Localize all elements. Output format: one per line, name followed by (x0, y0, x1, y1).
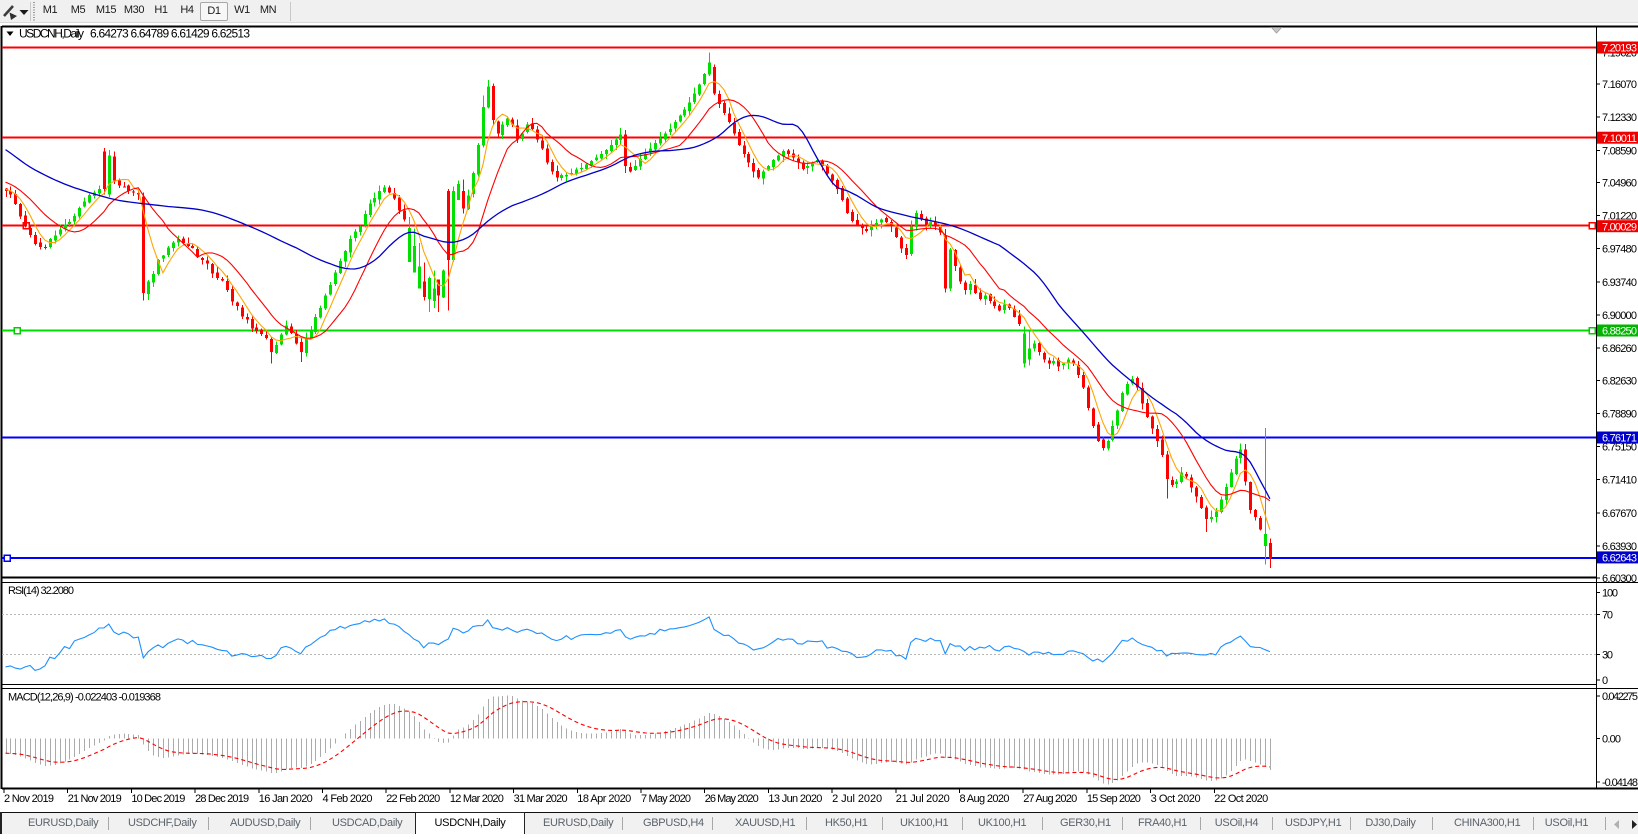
svg-text:10 Dec 2019: 10 Dec 2019 (131, 793, 185, 805)
svg-text:7.08590: 7.08590 (1602, 145, 1637, 157)
svg-text:0.042275: 0.042275 (1602, 691, 1638, 703)
svg-text:16 Jan 2020: 16 Jan 2020 (259, 793, 313, 805)
svg-text:2 Nov 2019: 2 Nov 2019 (4, 793, 54, 805)
svg-text:6.60300: 6.60300 (1602, 573, 1637, 585)
svg-text:7.01220: 7.01220 (1602, 211, 1637, 223)
svg-text:12 Mar 2020: 12 Mar 2020 (450, 793, 504, 805)
svg-text:31 Mar 2020: 31 Mar 2020 (514, 793, 568, 805)
svg-text:6.88250: 6.88250 (1602, 326, 1637, 338)
svg-text:6.64273 6.64789 6.61429 6.6251: 6.64273 6.64789 6.61429 6.62513 (90, 27, 250, 41)
svg-text:RSI(14) 32.2080: RSI(14) 32.2080 (8, 585, 74, 597)
svg-text:15 Sep 2020: 15 Sep 2020 (1087, 793, 1141, 805)
svg-text:100: 100 (1602, 588, 1618, 600)
svg-text:0: 0 (1602, 675, 1608, 687)
svg-text:6.82630: 6.82630 (1602, 375, 1637, 387)
svg-text:6.90000: 6.90000 (1602, 310, 1637, 322)
svg-text:7.12330: 7.12330 (1602, 112, 1637, 124)
svg-text:22 Feb 2020: 22 Feb 2020 (386, 793, 440, 805)
svg-text:6.63930: 6.63930 (1602, 541, 1637, 553)
svg-text:7.16070: 7.16070 (1602, 79, 1637, 91)
svg-text:MACD(12,26,9) -0.022403 -0.019: MACD(12,26,9) -0.022403 -0.019368 (8, 692, 161, 704)
svg-text:4 Feb 2020: 4 Feb 2020 (323, 793, 373, 805)
svg-text:6.76171: 6.76171 (1602, 433, 1637, 445)
svg-text:3 Oct 2020: 3 Oct 2020 (1151, 793, 1201, 805)
svg-text:22 Oct 2020: 22 Oct 2020 (1214, 793, 1268, 805)
svg-text:13 Jun 2020: 13 Jun 2020 (768, 793, 822, 805)
svg-text:28 Dec 2019: 28 Dec 2019 (195, 793, 249, 805)
svg-text:6.86260: 6.86260 (1602, 343, 1637, 355)
svg-text:6.71410: 6.71410 (1602, 475, 1637, 487)
svg-text:6.78890: 6.78890 (1602, 408, 1637, 420)
svg-text:6.62643: 6.62643 (1602, 553, 1637, 565)
svg-text:21 Nov 2019: 21 Nov 2019 (68, 793, 122, 805)
svg-text:7.20193: 7.20193 (1602, 43, 1637, 55)
svg-text:6.75150: 6.75150 (1602, 442, 1637, 454)
svg-text:7.00029: 7.00029 (1602, 221, 1637, 233)
svg-text:2 Jul 2020: 2 Jul 2020 (832, 793, 882, 805)
svg-text:6.67670: 6.67670 (1602, 508, 1637, 520)
svg-text:21 Jul 2020: 21 Jul 2020 (896, 793, 950, 805)
svg-text:USDCNH,Daily: USDCNH,Daily (19, 27, 84, 41)
svg-text:26 May 2020: 26 May 2020 (705, 793, 759, 805)
svg-text:8 Aug 2020: 8 Aug 2020 (960, 793, 1010, 805)
svg-text:6.97480: 6.97480 (1602, 244, 1637, 256)
svg-text:27 Aug 2020: 27 Aug 2020 (1023, 793, 1077, 805)
svg-text:6.93740: 6.93740 (1602, 277, 1637, 289)
svg-text:7.10011: 7.10011 (1602, 133, 1637, 145)
svg-text:70: 70 (1602, 610, 1613, 622)
svg-text:30: 30 (1602, 650, 1613, 662)
svg-text:18 Apr 2020: 18 Apr 2020 (577, 793, 631, 805)
svg-text:-0.04148: -0.04148 (1602, 777, 1638, 789)
svg-text:7.04960: 7.04960 (1602, 178, 1637, 190)
svg-text:7 May 2020: 7 May 2020 (641, 793, 691, 805)
svg-text:0.00: 0.00 (1602, 734, 1621, 746)
